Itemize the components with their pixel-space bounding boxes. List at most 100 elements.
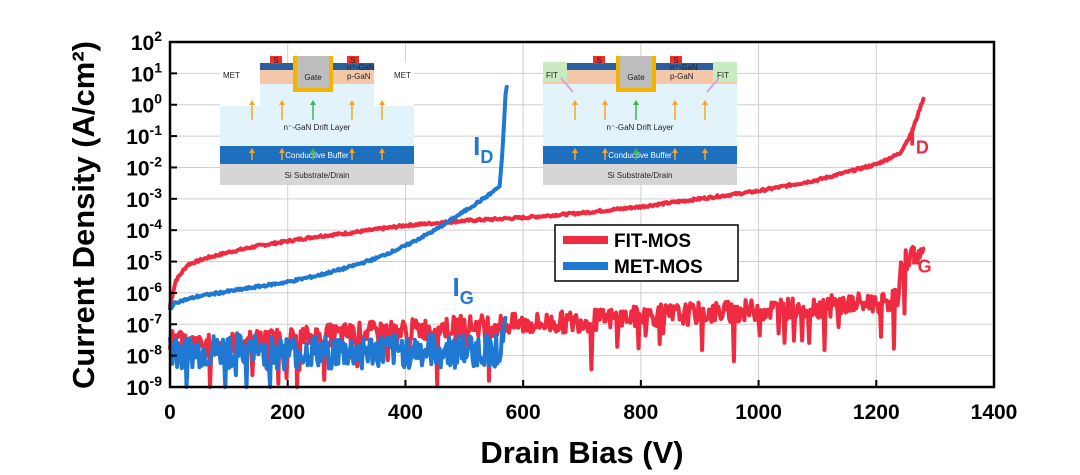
field-arrowhead	[349, 148, 355, 153]
field-arrowhead	[249, 100, 255, 105]
series-met-mos-id	[168, 84, 509, 311]
field-arrowhead	[349, 100, 355, 105]
inset-source	[347, 56, 359, 64]
field-arrowhead	[310, 148, 316, 153]
y-tick-label: 10-5	[126, 248, 162, 275]
inset-source	[270, 56, 282, 64]
device-insets: Si Substrate/Drain Conductive Buffer n⁻-Ga…	[220, 56, 737, 185]
field-arrowhead	[279, 100, 285, 105]
x-tick-label: 1200	[853, 401, 900, 424]
inset-etch-left	[220, 62, 260, 106]
x-axis-ticks: 0 200 400 600 800 1000 1200 1400	[164, 380, 1017, 424]
legend-label-met: MET-MOS	[614, 257, 703, 278]
series-fit-mos-id	[168, 96, 926, 308]
legend: FIT-MOS MET-MOS	[554, 224, 739, 282]
inset-mesa	[543, 84, 737, 106]
x-tick-label: 600	[506, 401, 541, 424]
field-arrowhead	[672, 148, 678, 153]
y-tick-label: 10-6	[126, 279, 162, 306]
annotation-id: ID	[473, 131, 493, 167]
inset-source	[593, 56, 605, 64]
curve-annotations: ID ID IG IG	[453, 122, 932, 309]
y-tick-label: 10-1	[126, 122, 162, 149]
inset-source-label: S	[673, 56, 678, 65]
field-arrowhead	[633, 148, 639, 153]
x-tick-label: 200	[270, 401, 305, 424]
field-arrowhead	[379, 100, 385, 105]
field-arrowhead	[602, 100, 608, 105]
y-tick-label: 10-3	[126, 185, 162, 212]
inset-met: Si Substrate/Drain Conductive Buffer n⁻-Ga…	[220, 56, 414, 185]
inset-side-label-right: MET	[394, 71, 411, 80]
inset-etch-right	[374, 62, 414, 106]
y-tick-label: 10-2	[126, 153, 162, 180]
inset-fit-right	[713, 62, 737, 82]
annotation-id: ID	[909, 122, 929, 158]
field-arrowhead	[572, 148, 578, 153]
inset-gate-label: Gate	[627, 73, 645, 82]
inset-buffer	[220, 146, 414, 164]
inset-fit: Si Substrate/Drain Conductive Buffer n⁻-Ga…	[543, 56, 737, 185]
field-arrowhead	[572, 100, 578, 105]
inset-buffer	[543, 146, 737, 164]
inset-substrate	[220, 164, 414, 185]
inset-substrate-label: Si Substrate/Drain	[285, 171, 350, 180]
x-tick-label: 400	[388, 401, 423, 424]
legend-box	[554, 224, 739, 282]
fit-arrow	[706, 77, 720, 93]
inset-side-label-right: FIT	[717, 71, 729, 80]
inset-p-label: p-GaN	[347, 72, 371, 81]
field-arrowhead	[279, 148, 285, 153]
field-arrowhead	[672, 100, 678, 105]
inset-side-label-left: MET	[223, 71, 240, 80]
inset-gate	[293, 56, 333, 92]
x-tick-label: 800	[623, 401, 658, 424]
annotation-ig: IG	[453, 272, 474, 308]
y-axis-ticks: 102 101 100 10-1 10-2 10-3 10-4 10-5 10-6 10-7 10-…	[126, 28, 177, 400]
inset-source-label: S	[596, 56, 601, 65]
y-tick-label: 100	[131, 91, 162, 118]
inset-drift-label: n⁻-GaN Drift Layer	[284, 123, 351, 132]
fit-arrow	[560, 77, 574, 93]
inset-source-label: S	[350, 56, 355, 65]
inset-drift-label: n⁻-GaN Drift Layer	[607, 123, 674, 132]
y-tick-label: 10-9	[126, 373, 162, 400]
inset-p-label: p-GaN	[670, 72, 694, 81]
inset-gate-label: Gate	[304, 73, 322, 82]
field-arrowhead	[633, 100, 639, 105]
field-arrowhead	[602, 148, 608, 153]
y-tick-label: 10-8	[126, 342, 162, 369]
inset-mesa	[260, 84, 374, 106]
inset-fit-left	[543, 62, 567, 82]
y-tick-label: 101	[131, 59, 162, 86]
field-arrowhead	[702, 148, 708, 153]
field-arrowhead	[379, 148, 385, 153]
inset-side-label-left: FIT	[546, 71, 558, 80]
y-tick-label: 10-4	[126, 216, 162, 243]
field-arrowhead	[249, 148, 255, 153]
inset-substrate	[543, 164, 737, 185]
y-tick-label: 102	[131, 28, 162, 55]
field-arrowhead	[310, 100, 316, 105]
x-tick-label: 1400	[971, 401, 1018, 424]
inset-n-label: n⁺-GaN	[670, 63, 698, 72]
inset-source-label: S	[273, 56, 278, 65]
inset-source	[670, 56, 682, 64]
legend-label-fit: FIT-MOS	[614, 231, 691, 252]
inset-buffer-label: Conductive Buffer	[285, 151, 349, 160]
y-tick-label: 10-7	[126, 310, 162, 337]
plot-frame	[168, 40, 996, 389]
series-fit-mos-ig	[168, 244, 926, 389]
series-met-mos-ig	[168, 315, 508, 389]
field-arrowhead	[702, 100, 708, 105]
inset-buffer-label: Conductive Buffer	[608, 151, 672, 160]
y-axis-title: Current Density (A/cm²)	[66, 41, 101, 389]
x-tick-label: 1000	[735, 401, 782, 424]
inset-substrate-label: Si Substrate/Drain	[608, 171, 673, 180]
inset-n-label: n⁺-GaN	[347, 63, 375, 72]
inset-gate	[616, 56, 656, 92]
x-tick-label: 0	[164, 401, 176, 424]
x-axis-title: Drain Bias (V)	[480, 435, 683, 470]
annotation-ig: IG	[910, 241, 931, 277]
